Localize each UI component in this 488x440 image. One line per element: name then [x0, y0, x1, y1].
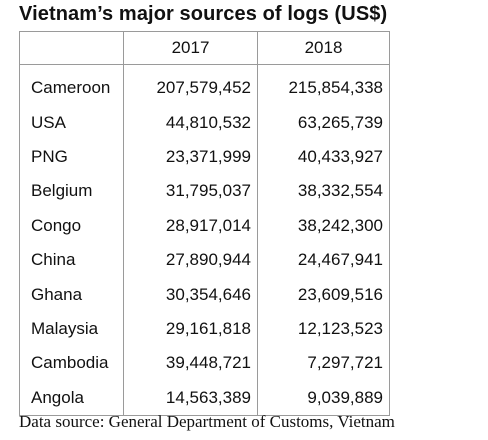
table-row: China 27,890,944 24,467,941 — [19, 242, 390, 278]
table-row: Cambodia 39,448,721 7,297,721 — [19, 346, 390, 381]
value-2017-cell: 23,371,999 — [123, 139, 258, 175]
table-row: Angola 14,563,389 9,039,889 — [19, 380, 390, 416]
country-cell: PNG — [19, 139, 124, 175]
country-cell: USA — [19, 105, 124, 140]
value-2018-cell: 24,467,941 — [257, 242, 390, 278]
country-cell: Belgium — [19, 174, 124, 209]
value-2018-cell: 9,039,889 — [257, 380, 390, 416]
value-2018-cell: 23,609,516 — [257, 277, 390, 312]
country-cell: Ghana — [19, 277, 124, 312]
logs-sources-table: 2017 2018 Cameroon 207,579,452 215,854,338… — [19, 31, 390, 416]
value-2018-cell: 215,854,338 — [257, 64, 390, 106]
country-cell: China — [19, 242, 124, 278]
table-row: Cameroon 207,579,452 215,854,338 — [19, 64, 390, 106]
table-header-row: 2017 2018 — [19, 31, 390, 65]
value-2017-cell: 29,161,818 — [123, 311, 258, 347]
table-row: Ghana 30,354,646 23,609,516 — [19, 277, 390, 312]
header-country — [19, 31, 124, 65]
value-2017-cell: 28,917,014 — [123, 208, 258, 243]
country-cell: Congo — [19, 208, 124, 243]
value-2017-cell: 27,890,944 — [123, 242, 258, 278]
value-2018-cell: 7,297,721 — [257, 346, 390, 381]
table-row: PNG 23,371,999 40,433,927 — [19, 139, 390, 175]
value-2017-cell: 14,563,389 — [123, 380, 258, 416]
value-2017-cell: 30,354,646 — [123, 277, 258, 312]
value-2017-cell: 39,448,721 — [123, 346, 258, 381]
country-cell: Cambodia — [19, 346, 124, 381]
table-body: Cameroon 207,579,452 215,854,338 USA 44,810,… — [19, 64, 390, 416]
value-2017-cell: 44,810,532 — [123, 105, 258, 140]
value-2018-cell: 40,433,927 — [257, 139, 390, 175]
header-2018: 2018 — [257, 31, 390, 65]
value-2017-cell: 207,579,452 — [123, 64, 258, 106]
country-cell: Angola — [19, 380, 124, 416]
value-2018-cell: 38,332,554 — [257, 174, 390, 209]
chart-title: Vietnam’s major sources of logs (US$) — [19, 3, 388, 25]
country-cell: Malaysia — [19, 311, 124, 347]
value-2018-cell: 38,242,300 — [257, 208, 390, 243]
table-row: Malaysia 29,161,818 12,123,523 — [19, 311, 390, 347]
table-row: Congo 28,917,014 38,242,300 — [19, 208, 390, 243]
table-row: USA 44,810,532 63,265,739 — [19, 105, 390, 140]
header-2017: 2017 — [123, 31, 258, 65]
table-row: Belgium 31,795,037 38,332,554 — [19, 174, 390, 209]
data-source-note: Data source: General Department of Custo… — [19, 412, 395, 431]
value-2018-cell: 63,265,739 — [257, 105, 390, 140]
country-cell: Cameroon — [19, 64, 124, 106]
value-2017-cell: 31,795,037 — [123, 174, 258, 209]
value-2018-cell: 12,123,523 — [257, 311, 390, 347]
